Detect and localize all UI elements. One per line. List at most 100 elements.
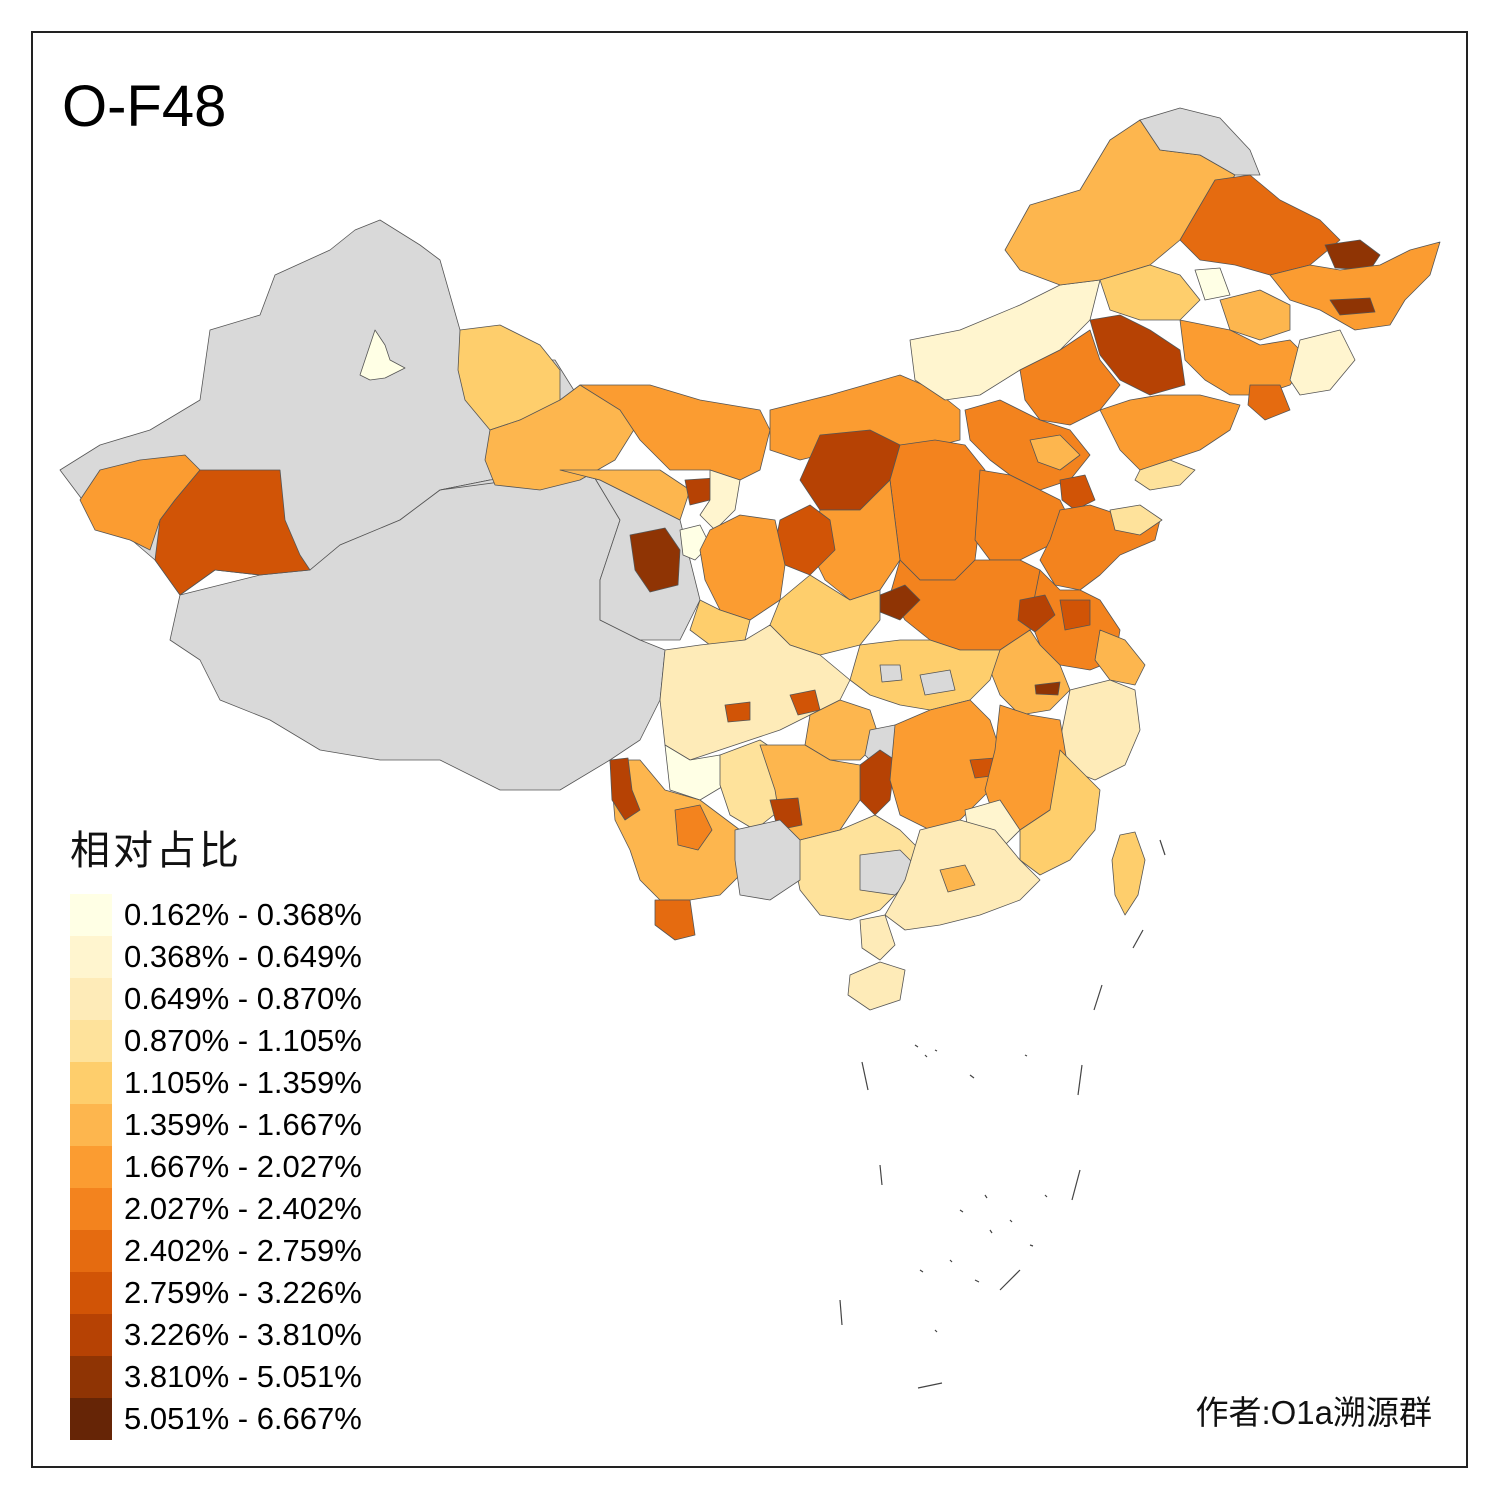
legend-swatch — [70, 1356, 112, 1398]
legend-label: 0.870% - 1.105% — [124, 1023, 362, 1058]
region-karamay — [359, 329, 406, 381]
map-title: O-F48 — [62, 74, 227, 139]
legend-swatch — [70, 1020, 112, 1062]
nine-dash-line-segment — [1071, 1169, 1081, 1201]
region-enshi — [919, 669, 956, 696]
region-daqing — [1194, 267, 1231, 301]
region-beijing — [1029, 434, 1081, 471]
region-xuzhou — [1017, 594, 1056, 633]
legend-label: 3.810% - 5.051% — [124, 1359, 362, 1394]
region-gansu-east — [699, 514, 786, 621]
legend-item: 1.667% - 2.027% — [70, 1146, 362, 1188]
region-gansu-north — [484, 384, 641, 491]
legend-label: 1.667% - 2.027% — [124, 1149, 362, 1184]
region-huaihua — [859, 749, 896, 816]
region-jilin — [1179, 319, 1311, 396]
legend-label: 1.105% - 1.359% — [124, 1065, 362, 1100]
legend-item: 5.051% - 6.667% — [70, 1398, 362, 1440]
legend-item: 2.759% - 3.226% — [70, 1272, 362, 1314]
region-xishuangbanna — [654, 899, 696, 941]
region-aksu — [154, 469, 311, 596]
region-xilingol — [909, 279, 1101, 401]
legend-swatch — [70, 1146, 112, 1188]
legend-item: 1.105% - 1.359% — [70, 1062, 362, 1104]
region-leizhou — [859, 914, 896, 961]
nine-dash-line-segment — [1132, 929, 1144, 949]
legend-label: 2.027% - 2.402% — [124, 1191, 362, 1226]
region-shanxi — [889, 439, 986, 581]
nine-dash-line-segment — [1093, 984, 1103, 1011]
region-tonghua — [1247, 384, 1291, 421]
region-jiamusi — [1324, 239, 1381, 271]
legend-item: 3.810% - 5.051% — [70, 1356, 362, 1398]
legend-label: 0.368% - 0.649% — [124, 939, 362, 974]
legend-swatch — [70, 1314, 112, 1356]
region-fujian — [1019, 749, 1101, 876]
legend-swatch — [70, 936, 112, 978]
legend-item: 0.870% - 1.105% — [70, 1020, 362, 1062]
region-kunming — [674, 804, 713, 851]
legend-label: 3.226% - 3.810% — [124, 1317, 362, 1352]
legend-label: 0.649% - 0.870% — [124, 981, 362, 1016]
region-mudanjiang — [1329, 297, 1376, 316]
nine-dash-line-segment — [879, 1164, 883, 1186]
author-credit: 作者:O1a溯源群 — [1195, 1394, 1432, 1431]
legend-rows: 0.162% - 0.368% 0.368% - 0.649% 0.649% -… — [70, 894, 362, 1440]
region-hainan — [847, 961, 906, 1011]
region-chifeng — [1019, 329, 1121, 426]
region-heilongjiang-east — [1269, 241, 1441, 331]
legend-item: 2.027% - 2.402% — [70, 1188, 362, 1230]
nine-dash-line-segment — [861, 1061, 869, 1091]
region-tianjin — [1059, 474, 1096, 511]
legend: 相对占比 0.162% - 0.368% 0.368% - 0.649% 0.6… — [70, 818, 362, 1440]
legend-title: 相对占比 — [70, 829, 242, 873]
south-sea-islands — [914, 1044, 1048, 1333]
legend-swatch — [70, 1188, 112, 1230]
region-alxa — [579, 384, 771, 481]
legend-swatch — [70, 894, 112, 936]
legend-item: 3.226% - 3.810% — [70, 1314, 362, 1356]
region-baotou — [769, 374, 961, 461]
region-guangzhou — [939, 864, 976, 893]
nine-dash-line-segment — [839, 1299, 843, 1326]
map-frame — [31, 31, 1468, 1468]
region-liaoning — [1099, 394, 1241, 471]
region-taiwan — [1111, 831, 1146, 916]
region-yanbian — [1289, 329, 1356, 396]
region-haixi — [559, 469, 691, 521]
nine-dash-line-segment — [1077, 1064, 1083, 1096]
region-tongliao — [1089, 314, 1186, 396]
legend-label: 2.402% - 2.759% — [124, 1233, 362, 1268]
region-qiqihar — [1099, 264, 1201, 321]
legend-swatch — [70, 1062, 112, 1104]
region-haidong — [629, 527, 681, 593]
region-liaodong — [1134, 459, 1196, 491]
legend-item: 2.402% - 2.759% — [70, 1230, 362, 1272]
legend-item: 0.162% - 0.368% — [70, 894, 362, 936]
legend-item: 0.649% - 0.870% — [70, 978, 362, 1020]
legend-swatch — [70, 1398, 112, 1440]
legend-swatch — [70, 978, 112, 1020]
nine-dash-line-segment — [999, 1269, 1021, 1291]
nine-dash-line-segment — [1159, 839, 1166, 856]
legend-label: 5.051% - 6.667% — [124, 1401, 362, 1436]
region-heilongjiang-north — [1139, 107, 1261, 176]
nine-dash-line-segment — [917, 1382, 943, 1389]
legend-swatch — [70, 1272, 112, 1314]
region-shiyan — [879, 664, 903, 683]
legend-swatch — [70, 1104, 112, 1146]
region-ganzi — [724, 701, 751, 723]
legend-item: 1.359% - 1.667% — [70, 1104, 362, 1146]
region-pu-er — [734, 819, 801, 901]
legend-label: 1.359% - 1.667% — [124, 1107, 362, 1142]
region-shanghai-area — [1094, 629, 1146, 686]
region-nantong — [1059, 599, 1091, 631]
legend-label: 2.759% - 3.226% — [124, 1275, 362, 1310]
legend-swatch — [70, 1230, 112, 1272]
legend-item: 0.368% - 0.649% — [70, 936, 362, 978]
region-dehong — [609, 757, 641, 821]
legend-label: 0.162% - 0.368% — [124, 897, 362, 932]
region-jiaodong — [1109, 504, 1163, 536]
region-anqing — [1034, 681, 1061, 696]
